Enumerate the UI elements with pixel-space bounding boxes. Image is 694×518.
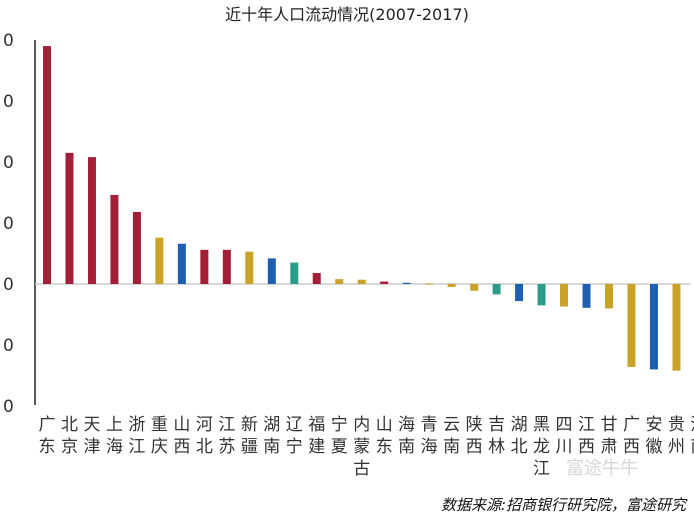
category-label: 黑龙江 <box>533 415 550 479</box>
bar-广西 <box>627 284 636 367</box>
bar-甘肃 <box>605 284 613 309</box>
category-label: 湖北 <box>511 415 528 457</box>
category-label: 宁夏 <box>331 415 348 457</box>
category-label: 广东 <box>39 415 56 457</box>
chart-title: 近十年人口流动情况(2007-2017) <box>225 5 469 24</box>
bar-宁夏 <box>335 279 344 284</box>
category-label: 内蒙古 <box>353 415 370 479</box>
y-tick-label: 0 <box>3 397 14 417</box>
category-label: 湖南 <box>263 415 280 457</box>
category-label: 浙江 <box>128 415 145 457</box>
category-label: 海南 <box>398 415 415 457</box>
bar-浙江 <box>132 212 141 284</box>
bar-辽宁 <box>290 262 299 284</box>
bar-山东 <box>380 281 389 284</box>
category-label: 江苏 <box>218 415 235 457</box>
category-label: 天津 <box>83 415 100 457</box>
bar-北京 <box>65 152 74 284</box>
bar-贵州 <box>672 284 681 371</box>
category-label: 江西 <box>578 415 595 457</box>
bar-内蒙古 <box>357 279 366 284</box>
category-label: 安徽 <box>645 415 662 457</box>
watermark-text: 富途牛牛 <box>566 458 638 479</box>
category-label: 陕西 <box>466 415 483 457</box>
bar-重庆 <box>155 237 164 284</box>
bar-上海 <box>110 194 119 284</box>
category-label: 新疆 <box>241 415 258 457</box>
bar-陕西 <box>470 284 479 291</box>
bar-山西 <box>177 243 186 284</box>
bar-四川 <box>560 284 569 307</box>
bar-新疆 <box>245 251 254 284</box>
bar-海南 <box>402 282 411 284</box>
source-note: 数据来源:招商银行研究院，富途研究 <box>441 496 688 514</box>
bar-安徽 <box>649 284 658 370</box>
category-label: 重庆 <box>151 415 168 457</box>
x-axis-categories: 广东北京天津上海浙江重庆山西河北江苏新疆湖南辽宁福建宁夏内蒙古山东海南青海云南陕… <box>39 415 694 479</box>
bar-云南 <box>447 284 456 288</box>
category-label: 北京 <box>61 415 78 457</box>
category-label: 甘肃 <box>601 415 618 457</box>
category-label: 山东 <box>376 415 393 457</box>
y-tick-label: 0 <box>3 336 14 356</box>
category-label: 河南 <box>690 415 694 457</box>
bar-series <box>43 46 681 371</box>
y-tick-label: 0 <box>3 153 14 173</box>
bar-河北 <box>200 249 209 284</box>
category-label: 青海 <box>421 415 438 457</box>
category-label: 四川 <box>556 415 573 457</box>
bar-湖北 <box>515 284 524 302</box>
bar-黑龙江 <box>537 284 546 306</box>
bar-江西 <box>582 284 591 308</box>
category-label: 福建 <box>308 415 325 457</box>
bar-江苏 <box>222 249 231 284</box>
bar-青海 <box>425 283 434 285</box>
category-label: 辽宁 <box>286 415 303 457</box>
category-label: 广西 <box>623 415 640 457</box>
bar-福建 <box>312 273 321 284</box>
y-tick-label: 0 <box>3 92 14 112</box>
category-label: 河北 <box>196 415 213 457</box>
bar-广东 <box>43 46 51 284</box>
bar-吉林 <box>492 284 501 295</box>
y-tick-label: 0 <box>3 275 14 295</box>
category-label: 贵州 <box>668 415 685 457</box>
category-label: 云南 <box>443 415 460 457</box>
category-label: 吉林 <box>488 415 505 457</box>
bar-天津 <box>87 157 96 284</box>
category-label: 山西 <box>173 415 190 457</box>
category-label: 上海 <box>106 415 123 457</box>
y-tick-label: 0 <box>3 31 14 51</box>
bar-湖南 <box>267 258 276 284</box>
y-axis-ticks: 0 0 0 0 0 0 0 <box>3 31 14 417</box>
y-tick-label: 0 <box>3 214 14 234</box>
